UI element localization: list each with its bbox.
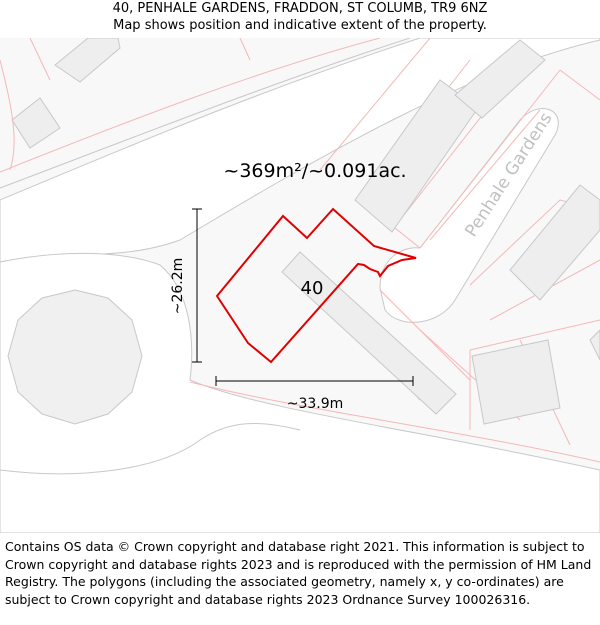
map-area[interactable]: Penhale Gardens ~369m²/~0.091ac. 40 ~26.… (0, 38, 600, 533)
building (454, 39, 546, 119)
area-label: ~369m²/~0.091ac. (223, 160, 406, 182)
lower-verge-2 (0, 423, 301, 475)
buildings (11, 38, 600, 425)
building (589, 329, 600, 361)
attribution-text: Contains OS data © Crown copyright and d… (5, 539, 592, 607)
attribution-footer: Contains OS data © Crown copyright and d… (5, 538, 597, 608)
lower-verge (189, 381, 600, 463)
building (11, 97, 61, 149)
map-header: 40, PENHALE GARDENS, FRADDON, ST COLUMB,… (0, 0, 600, 38)
map-subtitle: Map shows position and indicative extent… (113, 18, 487, 33)
road-edge-upper (0, 38, 381, 173)
roundabout-island (7, 289, 143, 425)
width-dimension-line (215, 376, 414, 386)
building (509, 184, 600, 301)
building (471, 339, 561, 425)
house-number-label: 40 (301, 278, 324, 299)
road-edge-upper-2 (0, 38, 411, 189)
width-dimension-label: ~33.9m (287, 396, 344, 412)
height-dimension-line (192, 208, 202, 363)
property-boundary[interactable] (215, 207, 417, 364)
building (281, 251, 457, 415)
property-address: 40, PENHALE GARDENS, FRADDON, ST COLUMB,… (112, 1, 488, 16)
height-dimension-label: ~26.2m (170, 258, 186, 315)
building (54, 38, 121, 83)
